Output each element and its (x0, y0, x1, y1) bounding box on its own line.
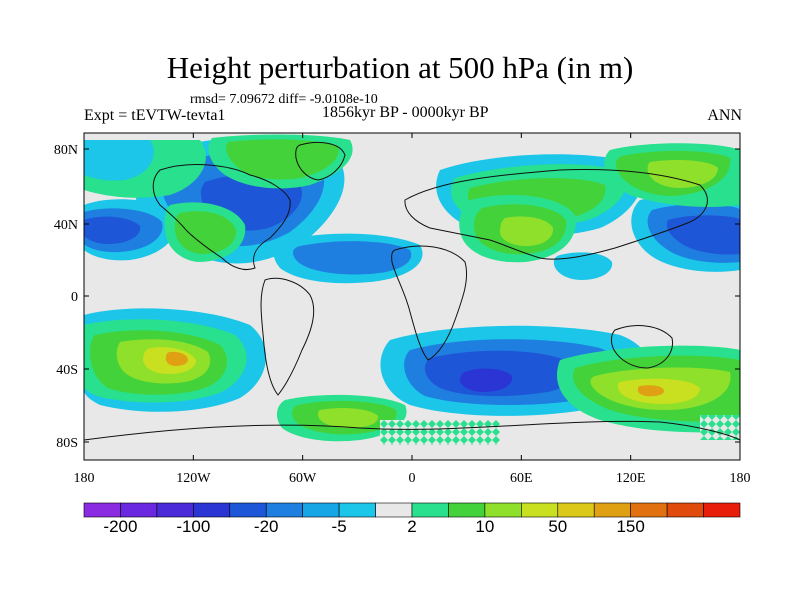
pacific-subtropical-positive (164, 202, 246, 262)
y-tick-label: 80S (56, 436, 78, 451)
coastlines (84, 142, 740, 441)
x-tick-label: 60E (510, 471, 533, 486)
colorbar-swatch (193, 502, 231, 518)
colorbar-swatch (229, 502, 267, 518)
indo-pacific-small-negative (553, 252, 613, 280)
colorbar-label: 10 (475, 517, 494, 536)
colorbar-swatch (484, 502, 522, 518)
colorbar-label: -100 (176, 517, 210, 536)
colorbar-swatch (265, 502, 303, 518)
colorbar-label: -20 (254, 517, 279, 536)
y-tick-label: 80N (54, 143, 78, 158)
colorbar-swatch (375, 502, 413, 518)
experiment-label: Expt = tEVTW-tevta1 (84, 107, 226, 124)
colorbar-swatch (156, 502, 194, 518)
colorbar-label: 50 (548, 517, 567, 536)
colorbar-swatch (411, 502, 449, 518)
contour-field (84, 133, 740, 460)
colorbar-label: -5 (332, 517, 347, 536)
x-tick-label: 180 (74, 471, 95, 486)
map-title: Height perturbation at 500 hPa (in m) (166, 50, 634, 85)
southern-ocean-positive (276, 394, 407, 442)
greenland-positive (208, 134, 353, 189)
stats-text: rmsd= 7.09672 diff= -9.0108e-10 (190, 92, 378, 107)
colorbar-swatch (83, 502, 121, 518)
x-tick-label: 120W (176, 471, 211, 486)
northeast-asia-positive (604, 143, 740, 207)
colorbar-swatch (666, 502, 704, 518)
x-tick-label: 180 (730, 471, 751, 486)
colorbar-label: -200 (103, 517, 137, 536)
colorbar-swatch (630, 502, 668, 518)
central-asia-positive (459, 195, 576, 263)
y-tick-label: 40N (54, 218, 78, 233)
colorbar-swatch (302, 502, 340, 518)
north-pacific-west-negative (84, 199, 177, 261)
colorbar-swatch (521, 502, 559, 518)
period-label: 1856kyr BP - 0000kyr BP (322, 104, 489, 121)
colorbar-label: 150 (616, 517, 644, 536)
colorbar-swatch (120, 502, 158, 518)
y-tick-label: 0 (71, 290, 78, 305)
colorbar-swatch (557, 502, 595, 518)
colorbar-label: 2 (407, 517, 416, 536)
x-tick-label: 0 (409, 471, 416, 486)
colorbar-swatch (593, 502, 631, 518)
south-pacific-west-positive (84, 308, 267, 412)
colorbar-swatch (703, 502, 741, 518)
x-tick-label: 60W (289, 471, 317, 486)
north-pacific-positive (84, 140, 206, 198)
y-tick-label: 40S (56, 363, 78, 378)
season-label: ANN (707, 107, 742, 124)
colorbar: -200 -100 -20 -5 2 10 50 150 (83, 502, 741, 536)
colorbar-swatch (448, 502, 486, 518)
antarctic-stipple (380, 420, 500, 445)
south-pacific-east-positive (556, 345, 740, 433)
north-pacific-east-negative (631, 194, 740, 272)
colorbar-swatch (338, 502, 376, 518)
axis-ticks: 180 120W 60W 0 60E 120E 180 80N 40N 0 40S 80S (54, 133, 751, 486)
antarctic-stipple-east (700, 415, 740, 440)
north-atlantic-subtropical-negative (273, 233, 423, 284)
x-tick-label: 120E (616, 471, 646, 486)
